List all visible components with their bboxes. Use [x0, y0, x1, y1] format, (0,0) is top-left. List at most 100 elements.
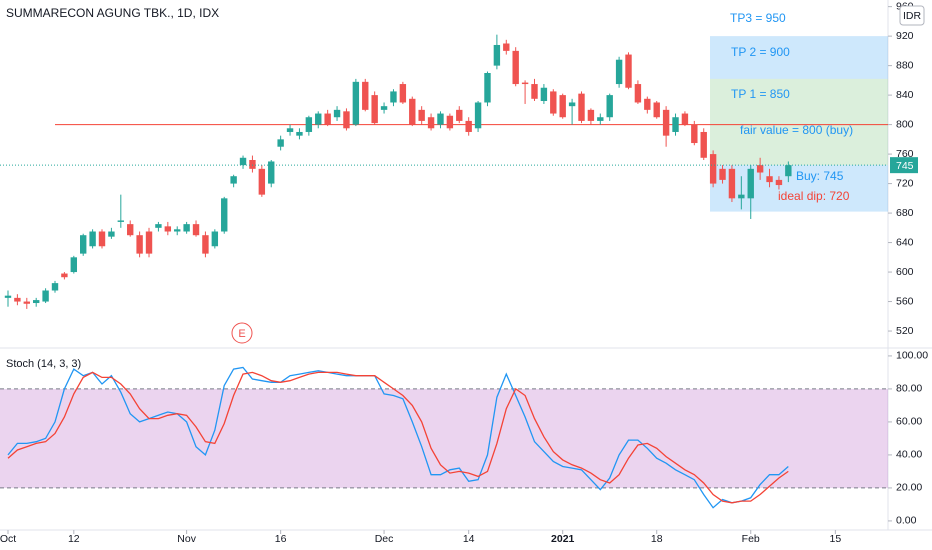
candle-body: [474, 102, 482, 129]
candle-body: [362, 81, 369, 110]
candle-body: [672, 117, 679, 132]
currency[interactable]: IDR: [903, 10, 922, 22]
candle-body: [540, 87, 548, 102]
candle-body: [343, 111, 350, 129]
candle-body: [728, 168, 736, 199]
candle-body: [493, 44, 501, 66]
candle-body: [174, 229, 181, 232]
candle-body: [531, 84, 538, 99]
target-zone: [710, 36, 888, 79]
candle-body: [89, 231, 96, 247]
candle-body: [465, 120, 472, 132]
candle-body: [61, 273, 68, 278]
candle-body: [192, 224, 200, 236]
candle-body: [756, 165, 764, 173]
candle-body: [136, 235, 143, 254]
candle-body: [277, 139, 284, 147]
candle-body: [32, 300, 40, 304]
candle-body: [568, 102, 576, 107]
candle-body: [70, 257, 78, 273]
annotation: Buy: 745: [796, 169, 844, 183]
candle-body: [390, 91, 397, 103]
candle-body: [80, 235, 87, 254]
y-tick-label: 20.00: [896, 482, 922, 494]
indicator-title: Stoch (14, 3, 3): [6, 358, 81, 370]
candle-body: [98, 231, 106, 247]
chart-title: SUMMARECON AGUNG TBK., 1D, IDX: [6, 6, 219, 20]
candle-body: [785, 165, 792, 177]
y-tick-label: 60.00: [896, 416, 922, 428]
currency-box[interactable]: [899, 5, 925, 26]
y-tick-label: 0.00: [896, 515, 917, 527]
last-price-label: 745: [896, 160, 914, 172]
candle-body: [315, 113, 322, 125]
candle-body: [333, 109, 341, 118]
candle-body: [371, 95, 378, 124]
y-tick-label: 80.00: [896, 383, 922, 395]
candle-body: [653, 102, 660, 118]
y-tick-label: 600: [896, 266, 914, 278]
candle-body: [305, 117, 313, 132]
candle-body: [230, 176, 237, 184]
x-tick-label: Feb: [742, 533, 760, 545]
candle-body: [380, 106, 388, 110]
y-tick-label: 680: [896, 207, 914, 219]
candle-body: [427, 117, 435, 129]
y-tick-label: 720: [896, 177, 914, 189]
candle-body: [202, 235, 209, 254]
annotation: TP3 = 950: [730, 11, 786, 25]
candle-body: [644, 98, 651, 110]
x-tick-label: Dec: [375, 533, 394, 545]
candle-body: [258, 168, 266, 195]
candle-body: [606, 95, 613, 118]
candle-body: [484, 72, 491, 103]
candle-body: [709, 154, 717, 184]
x-tick-label: Nov: [177, 533, 196, 545]
candle-body: [164, 226, 172, 232]
y-tick-label: 920: [896, 30, 914, 42]
y-tick-label: 560: [896, 295, 914, 307]
x-tick-label: 18: [651, 533, 663, 545]
candle-body: [399, 84, 407, 103]
candle-body: [456, 109, 463, 121]
stoch-line: [7, 366, 789, 509]
y-tick-label: 640: [896, 236, 914, 248]
candle-body: [700, 131, 707, 158]
candle-body: [183, 224, 190, 232]
x-tick-label: Oct: [0, 533, 16, 545]
earnings-label[interactable]: E: [238, 328, 245, 340]
y-tick-label: 100.00: [896, 350, 928, 362]
candle-body: [239, 157, 247, 166]
candle-body: [747, 168, 754, 199]
candle-body: [766, 176, 773, 183]
stoch-line: [7, 371, 789, 504]
candle-body: [324, 113, 331, 125]
candle-body: [51, 283, 59, 291]
candle-body: [352, 81, 360, 125]
candle-body: [521, 82, 529, 85]
candle-body: [437, 113, 444, 125]
candle-body: [418, 109, 425, 121]
earnings-marker[interactable]: [231, 322, 253, 344]
candle-body: [625, 54, 632, 88]
y-tick-label: 40.00: [896, 449, 922, 461]
candle-body: [738, 194, 745, 199]
annotation: ideal dip: 720: [778, 189, 850, 203]
candle-body: [108, 231, 115, 237]
candle-body: [117, 220, 125, 222]
annotation: fair value = 800 (buy): [740, 123, 853, 137]
y-tick-label: 520: [896, 325, 914, 337]
candle-body: [249, 159, 256, 169]
y-tick-label: 800: [896, 118, 914, 130]
candle-body: [211, 231, 219, 247]
candle-body: [503, 43, 510, 51]
candle-body: [587, 109, 595, 121]
candle-body: [719, 168, 726, 180]
candle-body: [127, 224, 134, 236]
candle-body: [446, 115, 454, 129]
x-tick-label: 2021: [551, 533, 575, 545]
candle-body: [550, 91, 557, 114]
